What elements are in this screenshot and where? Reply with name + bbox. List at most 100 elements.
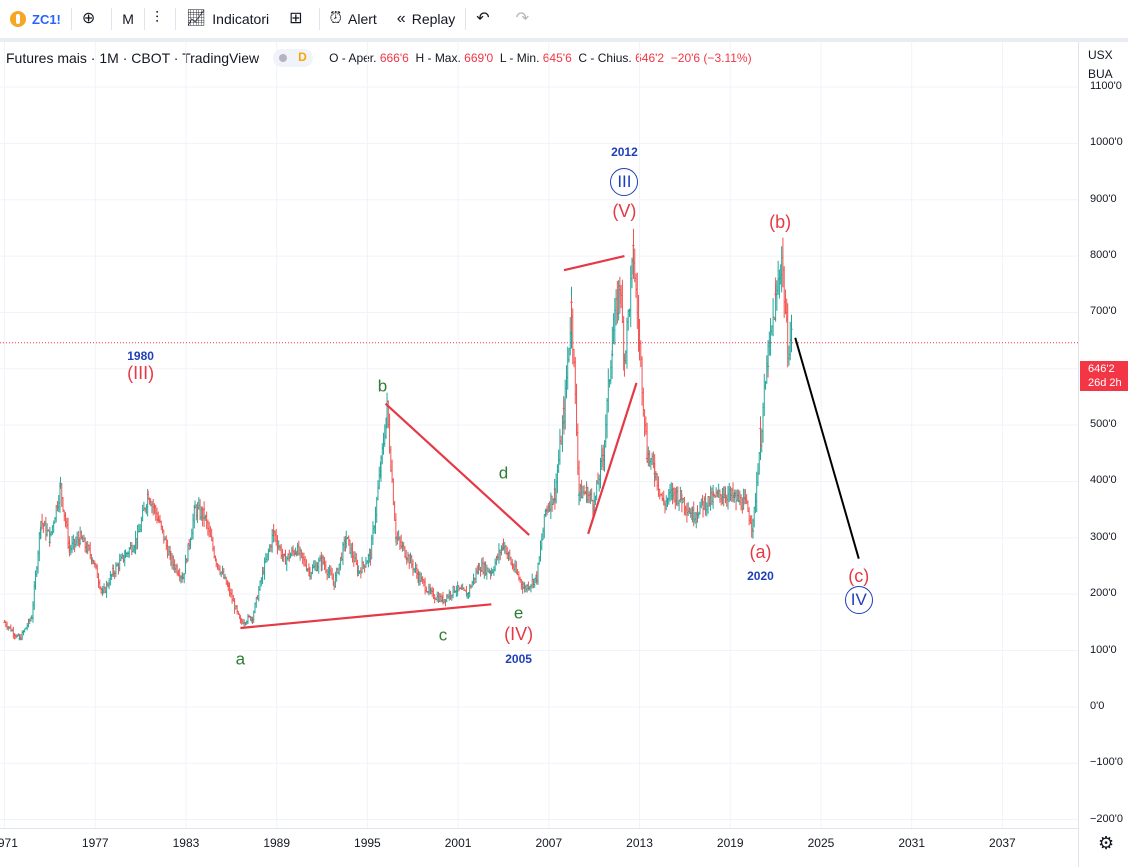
high-value: 669'0 <box>464 51 494 65</box>
toolbar-divider <box>465 8 467 30</box>
price-tick-label: 700'0 <box>1090 305 1117 318</box>
time-tick-label: 1989 <box>263 836 291 850</box>
close-value: 646'2 <box>635 51 665 65</box>
wave-label: (IV) <box>504 624 534 645</box>
trend-line <box>563 255 625 272</box>
chart-title: Futures mais · 1M · CBOT · TradingView <box>6 50 260 66</box>
price-tick-label: −100'0 <box>1090 756 1123 769</box>
time-tick-label: 2025 <box>807 836 835 850</box>
bars-icon: ⫶ <box>154 10 159 27</box>
chart-legend: Futures mais · 1M · CBOT · TradingView D… <box>6 49 752 67</box>
close-label: C - Chius. <box>578 51 632 65</box>
low-value: 645'6 <box>542 51 572 65</box>
open-label: O - Aper. <box>329 51 377 65</box>
gear-icon[interactable]: ⚙ <box>1098 833 1115 853</box>
toolbar-divider <box>111 8 113 30</box>
wave-label: c <box>438 625 448 645</box>
unit-selector[interactable]: BUA <box>1088 67 1113 81</box>
plus-circle-icon: ⊕ <box>81 10 96 27</box>
wave-label: (V) <box>612 201 637 222</box>
wave-label: (c) <box>848 566 870 587</box>
indicators-label: Indicatori <box>212 11 270 27</box>
replay-button[interactable]: « Replay <box>387 0 466 38</box>
time-tick-label: 2013 <box>626 836 653 850</box>
time-tick-label: 2007 <box>535 836 563 850</box>
indicators-button[interactable]: 📈︎ Indicatori <box>176 0 279 38</box>
delayed-badge[interactable]: D <box>273 49 314 67</box>
trend-line <box>240 603 492 630</box>
layout-button[interactable]: ⊞ <box>279 0 318 38</box>
wave-label: IV <box>844 585 873 614</box>
wave-label: (b) <box>769 212 792 233</box>
wave-label: (a) <box>749 542 772 563</box>
currency-selector[interactable]: USX <box>1088 48 1113 62</box>
wave-label: 2012 <box>611 144 638 159</box>
grid-icon: ⊞ <box>289 10 303 27</box>
time-tick-label: 2019 <box>716 836 744 850</box>
time-tick-label: 2037 <box>989 836 1016 850</box>
wave-label: a <box>235 649 246 669</box>
time-tick-label: 1983 <box>172 836 200 850</box>
wave-label: b <box>377 376 388 396</box>
redo-button[interactable]: ↷ <box>506 0 545 38</box>
corn-logo-icon <box>10 11 26 27</box>
time-tick-label: 1971 <box>0 836 18 850</box>
price-tick-label: 1100'0 <box>1090 80 1122 93</box>
last-price-tag: 646'2 26d 2h <box>1080 361 1128 391</box>
wave-label: 2020 <box>747 569 774 584</box>
ohlc-values: O - Aper. 666'6 H - Max. 669'0 L - Min. … <box>329 51 751 65</box>
rewind-icon: « <box>396 10 406 27</box>
redo-icon: ↷ <box>515 10 530 27</box>
interval-button[interactable]: M <box>112 0 144 38</box>
chart-type-button[interactable]: ⫶ <box>145 0 175 38</box>
price-tick-label: 400'0 <box>1090 474 1117 487</box>
compare-button[interactable]: ⊕ <box>72 0 111 38</box>
interval-label: M <box>122 11 134 27</box>
price-tick-label: 300'0 <box>1090 530 1117 543</box>
time-tick-label: 2031 <box>898 836 926 850</box>
price-tick-label: 100'0 <box>1090 643 1117 656</box>
wave-label: e <box>513 603 524 623</box>
price-tick-label: −200'0 <box>1090 812 1123 825</box>
undo-button[interactable]: ↶ <box>466 0 505 38</box>
alert-label: Alert <box>348 11 377 27</box>
projection-line <box>794 337 860 559</box>
replay-label: Replay <box>411 11 456 27</box>
wave-label: 2005 <box>505 651 532 666</box>
time-tick-label: 1995 <box>354 836 381 850</box>
change-value: −20'6 (−3.11%) <box>670 51 752 65</box>
wave-label: III <box>610 167 639 196</box>
price-tick-label: 900'0 <box>1090 192 1117 205</box>
countdown-label: 26d 2h <box>1088 377 1122 389</box>
delayed-badge-letter: D <box>298 50 307 64</box>
wave-label: d <box>498 463 509 483</box>
price-tick-label: 200'0 <box>1090 587 1117 600</box>
toolbar-divider <box>143 8 145 30</box>
time-tick-label: 1977 <box>81 836 109 850</box>
symbol-search[interactable]: ZC1! <box>0 0 71 38</box>
alert-button[interactable]: ⏰︎ Alert <box>320 0 387 38</box>
low-label: L - Min. <box>499 51 540 65</box>
price-tick-label: 500'0 <box>1090 418 1117 431</box>
price-tick-label: 1000'0 <box>1090 136 1123 149</box>
symbol-label: ZC1! <box>32 11 61 27</box>
last-price-label: 646'2 <box>1088 363 1115 375</box>
trend-line <box>384 402 530 536</box>
price-tick-label: 800'0 <box>1090 249 1117 262</box>
toolbar-divider <box>174 8 176 30</box>
open-value: 666'6 <box>379 51 409 65</box>
alarm-clock-icon: ⏰︎ <box>329 10 342 27</box>
price-tick-label: 0'0 <box>1090 699 1105 712</box>
indicators-icon: 📈︎ <box>185 10 207 27</box>
toolbar-divider <box>70 8 72 30</box>
trend-line <box>587 382 638 535</box>
wave-label: 1980 <box>127 348 154 363</box>
toolbar-divider <box>318 8 320 30</box>
status-dot-icon <box>279 54 288 62</box>
time-tick-label: 2001 <box>444 836 472 850</box>
wave-label: (III) <box>127 362 155 383</box>
high-label: H - Max. <box>415 51 461 65</box>
undo-icon: ↶ <box>476 10 490 27</box>
top-toolbar: ZC1! ⊕ M ⫶ 📈︎ Indicatori ⊞ ⏰︎ Alert « Re… <box>0 0 1128 39</box>
